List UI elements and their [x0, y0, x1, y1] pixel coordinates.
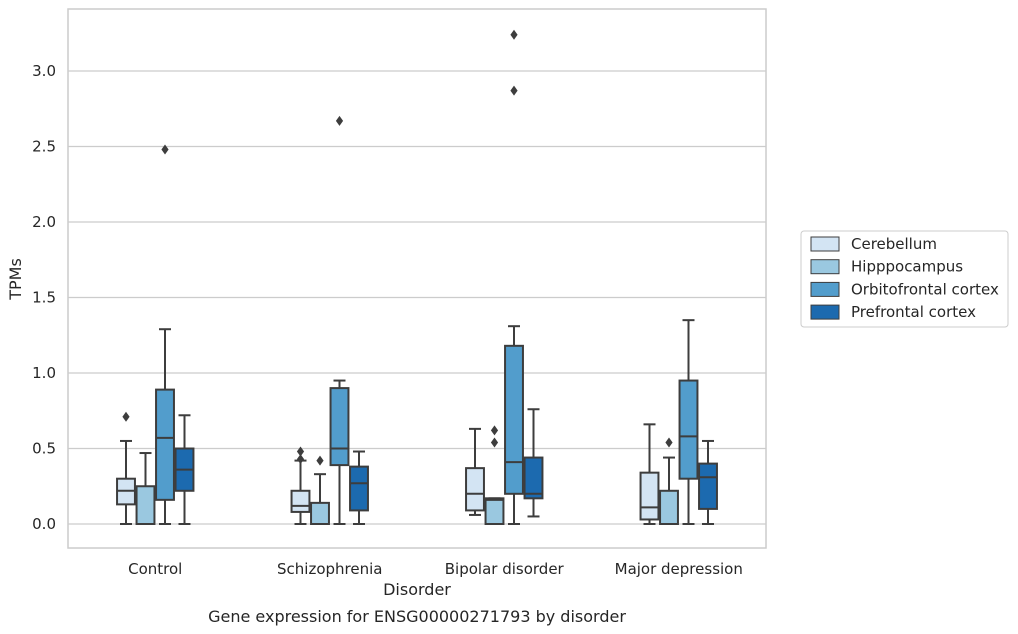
- box-prefrontal-cortex: [349, 450, 369, 525]
- y-tick-label: 1.5: [32, 289, 56, 307]
- y-tick-label: 3.0: [32, 62, 56, 80]
- box-body: [155, 388, 175, 501]
- outlier-marker: [490, 437, 499, 448]
- box-body: [678, 379, 699, 480]
- box-cerebellum: [639, 423, 660, 525]
- legend-label: Prefrontal cortex: [851, 303, 976, 321]
- box-prefrontal-cortex: [523, 408, 544, 518]
- outlier-marker: [510, 85, 518, 96]
- box-hipppocampus: [310, 455, 330, 525]
- y-tick-label: 0.0: [32, 515, 56, 533]
- box-cerebellum: [465, 427, 485, 516]
- boxes: [116, 29, 718, 525]
- box-body: [639, 471, 660, 521]
- legend: Cerebellum Hipppocampus Orbitofrontal cort…: [800, 230, 1009, 328]
- outlier-marker: [296, 454, 305, 465]
- box-hipppocampus: [659, 437, 679, 525]
- x-tick-label: Schizophrenia: [277, 560, 382, 578]
- box-body: [659, 489, 679, 525]
- y-tick-label: 2.0: [32, 213, 56, 231]
- chart-caption: Gene expression for ENSG00000271793 by d…: [208, 607, 626, 626]
- outlier-marker: [335, 115, 344, 126]
- legend-label: Hipppocampus: [851, 258, 963, 276]
- box-body: [329, 387, 350, 467]
- legend-label: Orbitofrontal cortex: [851, 280, 999, 298]
- box-body: [349, 465, 369, 512]
- outlier-marker: [122, 411, 130, 422]
- box-orbitofrontal-cortex: [329, 115, 350, 525]
- box-orbitofrontal-cortex: [504, 29, 524, 525]
- y-axis-label: TPMs: [6, 258, 25, 301]
- legend-label: Cerebellum: [851, 235, 937, 253]
- box-body: [310, 501, 330, 525]
- y-axis-ticks: 0.0 0.5 1.0 1.5 2.0 2.5 3.0: [32, 62, 56, 533]
- x-axis-ticks: Control Schizophrenia Bipolar disorder Majo…: [128, 560, 743, 578]
- box-hipppocampus: [484, 425, 505, 525]
- x-tick-label: Control: [128, 560, 182, 578]
- x-axis-label: Disorder: [383, 580, 451, 599]
- outlier-marker: [296, 446, 305, 457]
- y-tick-label: 2.5: [32, 138, 56, 156]
- box-orbitofrontal-cortex: [678, 319, 699, 525]
- outlier-marker: [161, 144, 169, 155]
- box-cerebellum: [116, 411, 136, 525]
- y-tick-label: 1.0: [32, 364, 56, 382]
- legend-swatch: [810, 259, 840, 275]
- box-hipppocampus: [135, 452, 156, 525]
- box-body: [135, 485, 156, 525]
- plot-frame: [67, 8, 767, 549]
- legend-frame: [800, 230, 1009, 328]
- box-body: [484, 497, 505, 525]
- y-tick-label: 0.5: [32, 440, 56, 458]
- box-body: [465, 467, 485, 512]
- box-body: [698, 462, 718, 510]
- outlier-marker: [316, 455, 324, 466]
- legend-swatch: [810, 281, 840, 297]
- box-body: [290, 489, 311, 513]
- outlier-marker: [490, 425, 499, 436]
- box-body: [523, 456, 544, 500]
- outlier-marker: [510, 29, 518, 40]
- box-orbitofrontal-cortex: [155, 144, 175, 525]
- outlier-marker: [665, 437, 673, 448]
- x-tick-label: Major depression: [615, 560, 743, 578]
- legend-swatch: [810, 236, 840, 252]
- x-tick-label: Bipolar disorder: [445, 560, 565, 578]
- legend-swatch: [810, 304, 840, 320]
- box-body: [504, 344, 524, 495]
- box-prefrontal-cortex: [698, 439, 718, 525]
- box-cerebellum: [290, 446, 311, 525]
- box-prefrontal-cortex: [174, 414, 195, 525]
